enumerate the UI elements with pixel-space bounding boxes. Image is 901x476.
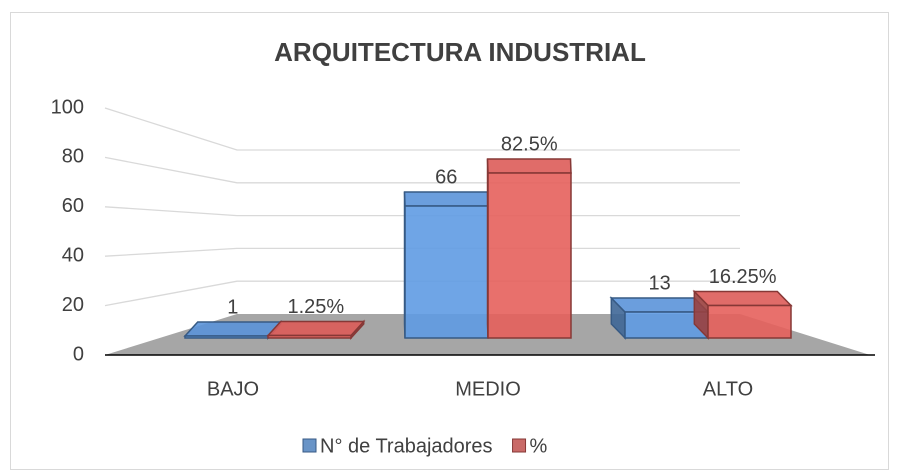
data-label: 13: [649, 272, 671, 294]
bar-face: [183, 321, 283, 337]
data-label: 16.25%: [709, 266, 777, 288]
bar: [183, 320, 283, 340]
bar-face: [487, 172, 572, 339]
bar-face: [486, 158, 572, 174]
bar: [692, 289, 793, 340]
y-tick-label: 0: [73, 343, 84, 365]
x-tick-label: ALTO: [703, 378, 753, 400]
y-tick-label: 40: [62, 244, 84, 266]
data-label: 66: [435, 166, 457, 188]
legend-swatch: [512, 438, 527, 453]
data-label: 82.5%: [501, 133, 558, 155]
chart-title: ARQUITECTURA INDUSTRIAL: [274, 37, 646, 67]
bar: [403, 191, 489, 339]
grid-line: [104, 156, 740, 184]
legend-label: %: [530, 435, 548, 457]
legend-label: N° de Trabajadores: [320, 435, 493, 457]
y-tick-label: 100: [51, 96, 84, 118]
data-label: 1: [227, 296, 238, 318]
y-tick-label: 60: [62, 195, 84, 217]
grid-line: [104, 280, 740, 307]
bar-face: [404, 205, 489, 339]
bar: [609, 296, 710, 340]
grid-line: [104, 247, 740, 257]
y-tick-label: 20: [62, 294, 84, 316]
y-tick-label: 80: [62, 146, 84, 168]
legend-swatch: [302, 438, 317, 453]
data-label: 1.25%: [288, 296, 345, 318]
bar-face: [267, 334, 352, 339]
bar-face: [707, 304, 792, 339]
grid-line: [104, 107, 740, 151]
bar: [486, 158, 572, 339]
bar-face: [403, 191, 489, 207]
bar-face: [184, 335, 269, 339]
bar-face: [609, 297, 710, 313]
bar-face: [266, 320, 366, 337]
x-tick-label: MEDIO: [455, 378, 521, 400]
x-tick-label: BAJO: [207, 378, 259, 400]
bar: [266, 319, 366, 340]
bar-face: [692, 290, 793, 307]
grid-line: [104, 206, 740, 217]
